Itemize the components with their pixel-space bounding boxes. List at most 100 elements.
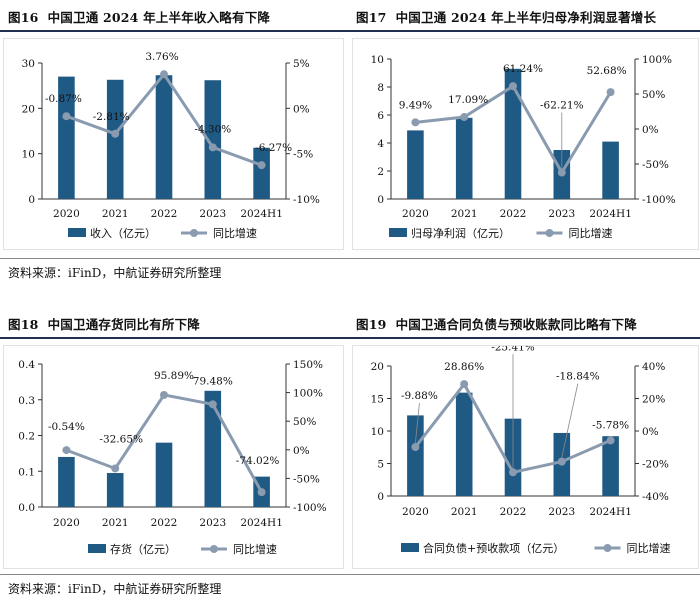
bar-2021	[455, 117, 473, 199]
right-tick-label: 40%	[642, 361, 665, 373]
legend-line-marker	[210, 545, 218, 553]
legend-line-label: 同比增速	[627, 541, 671, 555]
source-note-bottom: 资料来源：iFinD，中航证券研究所整理	[8, 582, 222, 596]
category-label: 2023	[548, 208, 575, 220]
right-tick-label: -5%	[293, 149, 313, 161]
bar-2023	[204, 390, 222, 507]
legend-bar-label: 归母净利润（亿元）	[411, 226, 510, 240]
growth-point-2023	[557, 168, 566, 177]
right-tick-label: 100%	[293, 388, 323, 400]
legend-line-marker	[545, 229, 554, 237]
legend-line-marker	[190, 229, 198, 237]
growth-label-2022: 3.76%	[145, 51, 178, 63]
figure-16-title-text: 中国卫通 2024 年上半年收入略有下降	[47, 10, 271, 25]
chart-panel-16: 0 10 20 30 -10% -5% 0% 5% 2020 2021 2022 2023 2024H1…	[3, 38, 344, 250]
category-label: 2023	[199, 208, 226, 220]
growth-label-2023: 79.48%	[193, 375, 233, 387]
growth-label-2024H1: 52.68%	[587, 65, 627, 77]
legend-line-label: 同比增速	[569, 226, 613, 240]
growth-point-2021	[111, 129, 120, 138]
left-tick-label: 20	[22, 103, 35, 115]
left-tick-label: 0.1	[18, 466, 35, 478]
chart-18: 0.0 0.1 0.2 0.3 0.4 -100% -50% 0% 50% 100% 150% 202…	[18, 359, 326, 556]
right-tick-label: 20%	[642, 394, 665, 406]
bottom-source-rule	[0, 574, 700, 575]
left-tick-label: 4	[377, 138, 384, 150]
category-label: 2024H1	[240, 517, 283, 529]
category-label: 2022	[151, 208, 178, 220]
bar-2024H1	[253, 147, 270, 199]
growth-point-2021	[111, 464, 120, 473]
growth-point-2022	[160, 390, 168, 399]
figure-17-title-text: 中国卫通 2024 年上半年归母净利润显著增长	[395, 10, 657, 25]
category-label: 2023	[199, 517, 226, 529]
legend-bar-swatch	[68, 228, 86, 237]
bar-2021	[106, 473, 124, 507]
figure-18-title-text: 中国卫通存货同比有所下降	[47, 317, 201, 332]
growth-point-2020	[411, 118, 420, 127]
growth-point-2024H1	[257, 161, 266, 170]
left-tick-label: 10	[371, 54, 384, 66]
right-tick-label: -10%	[293, 194, 320, 206]
category-label: 2021	[102, 208, 129, 220]
growth-point-2020	[62, 112, 71, 121]
figure-19-title-text: 中国卫通合同负债与预收账款同比略有下降	[395, 317, 637, 332]
middle-source-rule	[0, 258, 700, 259]
growth-point-2023	[557, 457, 566, 466]
bar-2020	[58, 456, 75, 507]
chart-panel-17: 0 2 4 6 8 10 -100% -50% 0% 50% 100% 2020 2021 2022 202…	[352, 38, 699, 250]
left-tick-label: 6	[377, 110, 384, 122]
left-tick-label: 0.0	[18, 502, 35, 514]
growth-label-2022: 95.89%	[154, 370, 194, 382]
growth-point-2020	[411, 443, 420, 452]
right-tick-label: 150%	[293, 359, 323, 371]
legend-line-marker	[603, 544, 612, 552]
bar-2022	[155, 442, 173, 507]
left-tick-label: 20	[371, 361, 384, 373]
left-tick-label: 0	[377, 491, 384, 503]
right-tick-label: -20%	[642, 459, 669, 471]
growth-label-2021: -2.81%	[93, 111, 130, 123]
figure-18-title: 图18 中国卫通存货同比有所下降	[8, 314, 200, 333]
growth-label-2021: 17.09%	[448, 94, 488, 106]
left-tick-label: 10	[22, 149, 35, 161]
category-label: 2022	[500, 506, 527, 518]
chart-17: 0 2 4 6 8 10 -100% -50% 0% 50% 100% 2020 2021 2022 202…	[371, 54, 676, 240]
right-tick-label: 0%	[293, 445, 310, 457]
right-tick-label: 0%	[293, 103, 310, 115]
top-divider	[0, 30, 700, 32]
growth-label-2020: -0.87%	[45, 93, 82, 105]
growth-point-2022	[509, 82, 517, 91]
category-label: 2024H1	[240, 208, 283, 220]
growth-point-2024H1	[257, 488, 266, 497]
growth-point-2024H1	[606, 436, 615, 445]
left-tick-label: 5	[377, 459, 384, 471]
growth-point-2021	[460, 380, 469, 389]
legend-line-label: 同比增速	[233, 542, 277, 556]
growth-point-2023	[208, 143, 217, 152]
legend-bar-swatch	[88, 544, 106, 553]
label-leader-line	[561, 383, 579, 458]
legend-bar-swatch	[401, 543, 419, 552]
figure-16-number: 图16	[8, 10, 39, 25]
growth-label-2024H1: -5.78%	[592, 419, 629, 431]
right-tick-label: -100%	[642, 194, 676, 206]
category-label: 2020	[402, 506, 429, 518]
chart-panel-19: 0 5 10 15 20 -40% -20% 0% 20% 40% 2020 2021 2022 2023…	[352, 345, 699, 569]
bar-2020	[58, 76, 75, 199]
bar-2021	[106, 79, 124, 199]
category-label: 2020	[53, 517, 80, 529]
left-tick-label: 15	[371, 394, 384, 406]
growth-label-2024H1: -74.02%	[236, 455, 280, 467]
right-tick-label: 0%	[642, 124, 659, 136]
category-label: 2023	[548, 506, 575, 518]
bar-2023	[204, 80, 222, 199]
bar-2020	[407, 130, 424, 199]
right-tick-label: 0%	[642, 426, 659, 438]
bar-2022	[155, 75, 173, 199]
bar-2020	[407, 415, 424, 496]
left-tick-label: 0	[377, 194, 384, 206]
growth-label-2024H1: -6.27%	[255, 142, 292, 154]
bar-2021	[455, 392, 473, 496]
left-tick-label: 2	[377, 166, 384, 178]
